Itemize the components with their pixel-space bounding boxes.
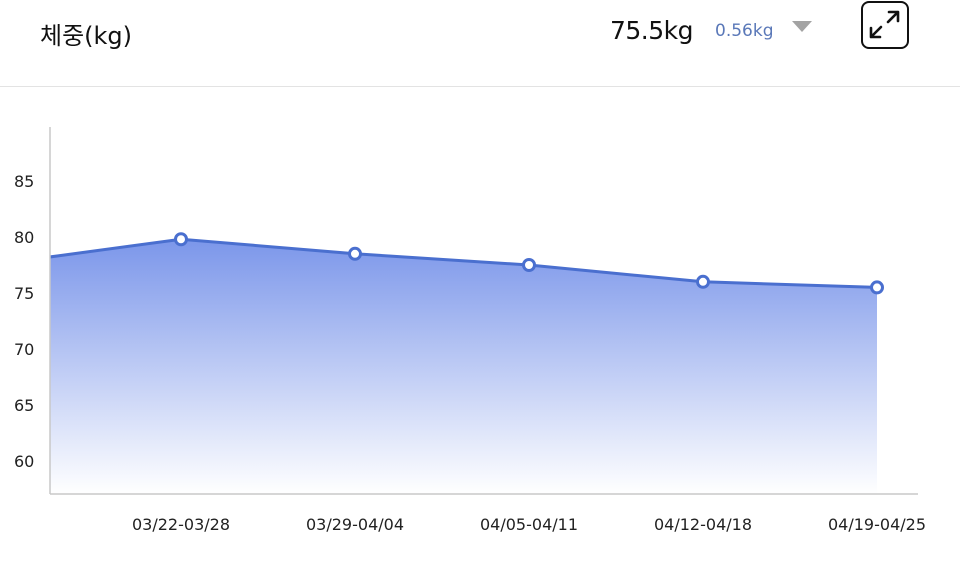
series-line xyxy=(50,237,878,289)
weight-change: 0.56kg xyxy=(715,21,774,41)
y-tick-label: 70 xyxy=(14,340,34,359)
expand-arrows-icon[interactable] xyxy=(861,1,909,49)
x-tick-label: 04/05-04/11 xyxy=(480,515,578,534)
data-point[interactable] xyxy=(522,258,536,272)
data-point[interactable] xyxy=(696,274,710,289)
y-tick-label: 65 xyxy=(14,396,34,415)
y-tick-label: 75 xyxy=(14,284,34,303)
x-tick-label: 04/19-04/25 xyxy=(828,515,926,534)
weight-chart: 60 65 70 75 80 85 03/22-03/28 03/29-04/04 04/05… xyxy=(14,127,926,534)
current-weight: 75.5kg xyxy=(610,16,694,45)
chart-header: 체중(kg) 75.5kg 0.56kg xyxy=(0,0,960,87)
decrease-triangle-icon xyxy=(792,21,812,32)
data-point[interactable] xyxy=(870,280,884,295)
x-tick-label: 04/12-04/18 xyxy=(654,515,752,534)
x-tick-label: 03/22-03/28 xyxy=(132,515,230,534)
data-point[interactable] xyxy=(174,232,188,247)
x-tick-label: 03/29-04/04 xyxy=(306,515,404,534)
data-point[interactable] xyxy=(348,246,362,261)
y-tick-label: 60 xyxy=(14,452,34,471)
y-tick-label: 85 xyxy=(14,172,34,191)
chart-title: 체중(kg) xyxy=(40,22,133,50)
y-tick-label: 80 xyxy=(14,228,34,247)
area-fill xyxy=(50,239,877,494)
